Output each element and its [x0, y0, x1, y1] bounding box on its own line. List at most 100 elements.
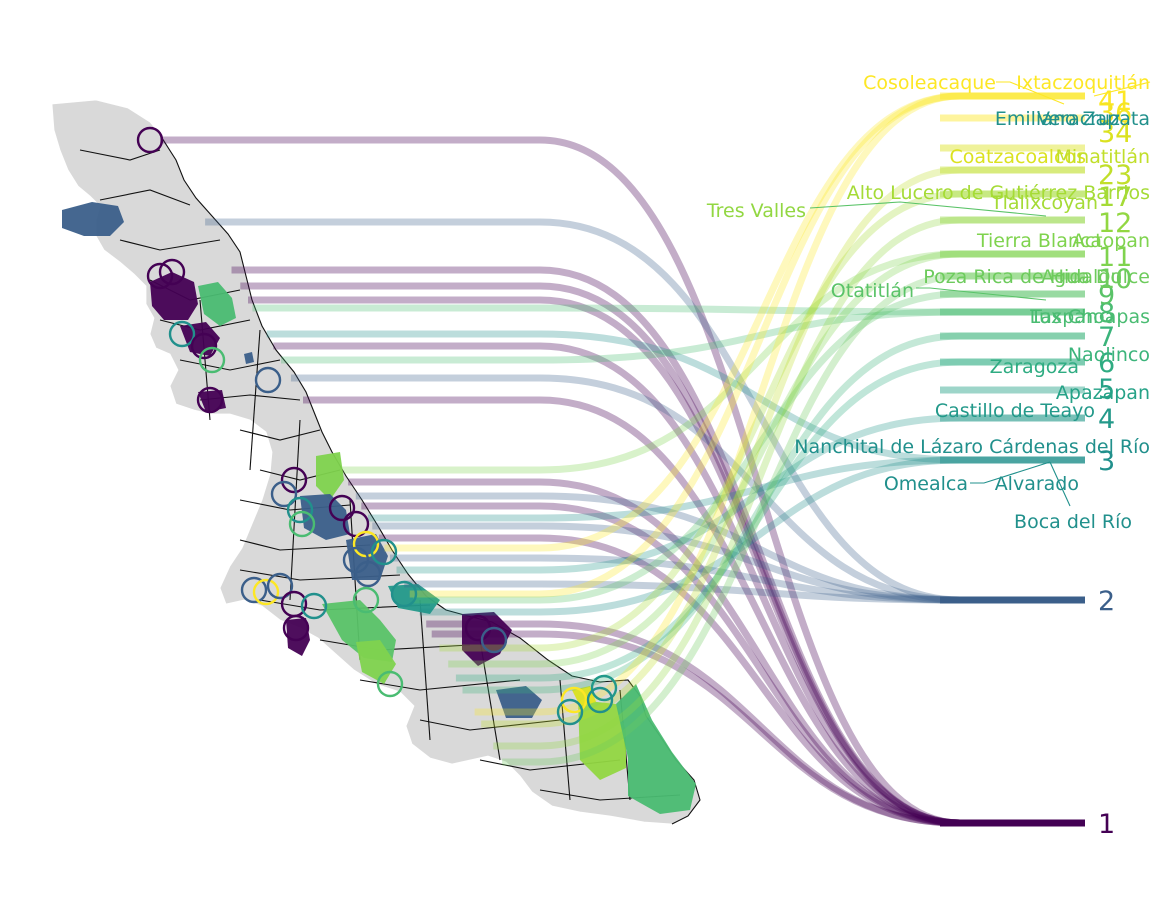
municipality-label: Tres Valles	[706, 200, 806, 222]
highlighted-municipality-15	[578, 700, 626, 780]
municipal-border-19	[249, 329, 261, 471]
flow-line-18	[384, 92, 1085, 552]
municipal-border-5	[179, 359, 281, 371]
municipality-label: Actopan	[1072, 230, 1150, 252]
municipal-border-1	[99, 189, 191, 206]
highlighted-municipality-6	[316, 452, 344, 500]
municipality-label: Cosoleacaque	[863, 72, 996, 94]
rank-label-6: 6	[1098, 348, 1115, 379]
location-ring-27	[480, 626, 508, 654]
municipality-label: Tuxpan	[1029, 306, 1098, 328]
highlighted-municipality-14	[496, 686, 542, 718]
municipality-label: Emiliano Zapata	[995, 108, 1150, 130]
rank-label-17: 17	[1098, 182, 1132, 213]
municipality-label: Veracruz	[1037, 108, 1120, 130]
municipal-border-2	[119, 239, 221, 251]
municipality-label: Alvarado	[995, 473, 1079, 495]
rank-label-9: 9	[1098, 280, 1115, 311]
location-ring-5	[198, 346, 226, 374]
rank-label-2: 2	[1098, 586, 1115, 617]
highlighted-municipality-16	[616, 684, 696, 814]
location-ring-1	[158, 258, 186, 286]
rank-label-10: 10	[1098, 264, 1132, 295]
location-ring-21	[266, 572, 294, 600]
municipality-label: Otatitlán	[831, 280, 914, 302]
municipality-label: Tierra Blanca	[976, 230, 1102, 252]
veracruz-map-icon	[51, 99, 701, 825]
flow-line-4	[248, 296, 1085, 827]
municipality-label: Apazapan	[1056, 382, 1150, 404]
flow-line-23	[413, 290, 1085, 604]
location-rings	[136, 126, 618, 726]
location-ring-10	[286, 496, 314, 524]
location-ring-7	[196, 386, 224, 414]
location-ring-20	[252, 578, 280, 606]
municipality-label: Coatzacoalcos	[949, 146, 1086, 168]
flow-line-8	[281, 308, 1085, 364]
rank-label-5: 5	[1098, 374, 1115, 405]
flow-line-20	[396, 414, 1085, 574]
municipality-label: Las Choapas	[1030, 306, 1150, 328]
location-ring-30	[556, 698, 584, 726]
flow-line-5	[252, 304, 1085, 316]
flow-line-24	[419, 456, 1085, 616]
municipal-border-7	[239, 429, 321, 441]
rank-label-12: 12	[1098, 208, 1132, 239]
flow-line-9	[290, 374, 1085, 604]
rank-label-1: 1	[1098, 809, 1115, 840]
flow-line-21	[404, 580, 1085, 604]
location-ring-28	[376, 670, 404, 698]
location-ring-18	[390, 580, 418, 608]
municipal-border-22	[419, 599, 431, 741]
municipality-label: Nanchital de Lázaro Cárdenas del Río	[794, 436, 1150, 458]
location-ring-24	[352, 586, 380, 614]
flow-line-7	[273, 342, 1085, 827]
location-ring-11	[328, 494, 356, 522]
municipality-label: Alto Lucero de Gutiérrez Barrios	[847, 182, 1150, 204]
rank-label-23: 23	[1098, 160, 1132, 191]
flow-line-15	[367, 456, 1085, 522]
municipality-labels: Cosoleacaque Ixtaczoquitlán Emiliano Zapat…	[706, 72, 1151, 533]
location-ring-8	[280, 466, 308, 494]
municipality-label: Zaragoza	[990, 356, 1079, 378]
flow-line-25	[426, 620, 1085, 827]
highlighted-municipality-2	[198, 282, 236, 326]
leader-line-0	[996, 81, 1065, 105]
location-ring-29	[560, 686, 588, 714]
location-ring-23	[300, 592, 328, 620]
municipal-border-12	[259, 599, 431, 611]
rank-label-11: 11	[1098, 242, 1132, 273]
flow-line-1	[205, 218, 1085, 604]
flow-line-34	[493, 216, 1085, 750]
flow-line-13	[355, 492, 1085, 604]
flow-line-32	[474, 92, 1085, 716]
flow-line-28	[448, 250, 1085, 668]
flow-line-26	[431, 630, 1085, 827]
flow-lines	[160, 92, 1085, 827]
leader-line-3	[916, 287, 1047, 301]
flow-line-6	[266, 330, 1085, 464]
municipality-label: Minatitlán	[1056, 146, 1151, 168]
highlighted-municipality-4	[244, 352, 254, 364]
rank-label-4: 4	[1098, 404, 1115, 435]
municipal-border-0	[79, 149, 161, 161]
location-ring-9	[270, 480, 298, 508]
leader-line-2	[809, 201, 1047, 217]
flow-line-17	[378, 534, 1085, 827]
highlighted-municipality-13	[286, 618, 310, 656]
municipality-label: Poza Rica de Hidalgo	[923, 266, 1122, 288]
municipality-label: Boca del Río	[1014, 511, 1132, 533]
location-ring-2	[146, 262, 174, 290]
flow-line-11	[341, 250, 1085, 474]
rank-label-7: 7	[1098, 322, 1115, 353]
rank-label-3: 3	[1098, 446, 1115, 477]
location-ring-15	[370, 538, 398, 566]
flow-line-35	[502, 272, 1085, 766]
municipality-label: Omealca	[884, 473, 968, 495]
location-ring-0	[136, 126, 164, 154]
location-ring-4	[190, 332, 218, 360]
highlighted-municipality-1	[150, 272, 198, 320]
location-ring-14	[352, 530, 380, 558]
location-ring-3	[168, 320, 196, 348]
